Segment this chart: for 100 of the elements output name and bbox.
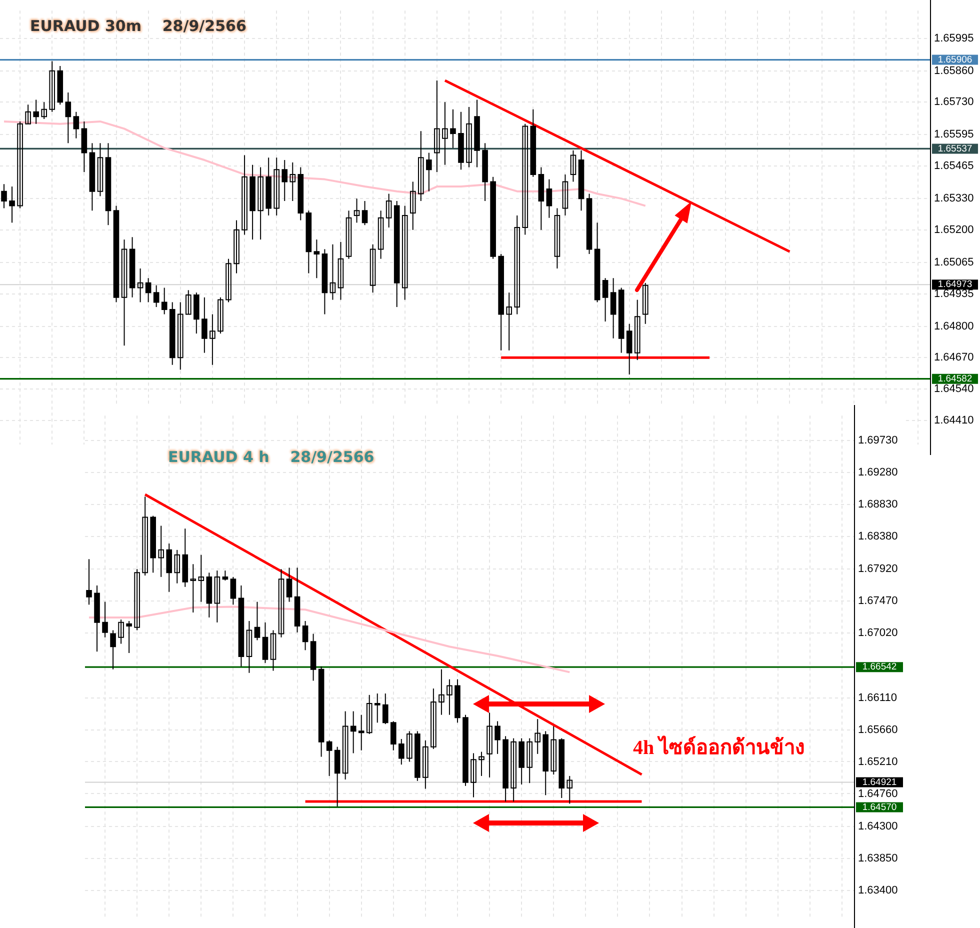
y-tick-label: 1.65660	[858, 724, 898, 736]
candlestick	[49, 60, 56, 112]
y-tick-label: 1.67020	[858, 627, 898, 640]
text: EURAUD 4 h 28/9/2566	[168, 448, 374, 466]
candlestick	[234, 220, 240, 274]
candlestick	[174, 549, 180, 584]
ref-line-label: 1.65537	[938, 143, 972, 154]
ref-line-label: 1.64582	[938, 373, 972, 384]
candlestick	[190, 564, 196, 613]
ref-line-label: 1.64921	[862, 776, 897, 788]
candlestick	[158, 525, 164, 578]
candlestick	[41, 102, 47, 120]
ref-line-label: 1.64570	[862, 802, 897, 813]
candlestick	[214, 570, 220, 623]
y-tick-label: 1.64410	[934, 414, 974, 426]
candlestick	[342, 710, 348, 780]
ref-line-label: 1.65906	[938, 54, 972, 66]
candlestick	[186, 290, 192, 315]
candlestick	[526, 738, 532, 784]
candlestick	[466, 106, 472, 168]
y-tick-label: 1.65860	[934, 64, 974, 77]
candlestick	[274, 157, 280, 216]
y-tick-label: 1.68380	[858, 530, 898, 542]
candlestick	[402, 205, 408, 300]
text: EURAUD 30m 28/9/2566	[30, 17, 246, 35]
candlestick	[470, 752, 476, 798]
y-tick-label: 1.65995	[934, 32, 974, 44]
candlestick	[137, 268, 144, 303]
candlestick	[478, 751, 484, 776]
candlestick	[486, 712, 492, 778]
candlestick	[366, 694, 372, 735]
candlestick	[514, 214, 520, 315]
ref-line-label: 1.64973	[938, 279, 972, 290]
candlestick	[246, 620, 252, 674]
candlestick	[534, 718, 540, 754]
candlestick	[226, 258, 232, 303]
candlestick	[378, 210, 384, 260]
y-tick-label: 1.67920	[858, 563, 898, 576]
candlestick	[634, 299, 640, 361]
candlestick	[218, 296, 224, 334]
candlestick	[338, 241, 344, 300]
candlestick	[562, 174, 568, 216]
y-tick-label: 1.69730	[858, 434, 898, 447]
y-tick-label: 1.63850	[858, 852, 898, 864]
candlestick	[270, 630, 276, 672]
candlestick	[142, 496, 148, 576]
y-tick-label: 1.65210	[858, 756, 898, 768]
candlestick	[198, 554, 204, 602]
candlestick	[330, 244, 336, 300]
y-tick-label: 1.68830	[858, 498, 898, 510]
candlestick	[506, 292, 512, 351]
y-tick-label: 1.64760	[858, 788, 898, 800]
candlestick	[17, 120, 23, 209]
candlestick	[418, 130, 424, 202]
y-tick-label: 1.63400	[858, 884, 898, 896]
candlestick	[290, 162, 296, 202]
candlestick	[25, 104, 31, 124]
candlestick	[434, 80, 440, 173]
y-tick-label: 1.64935	[934, 288, 974, 300]
y-tick-label: 1.69280	[858, 466, 898, 478]
candlestick	[442, 102, 448, 166]
y-tick-label: 1.64670	[934, 352, 974, 364]
candlestick	[134, 568, 140, 631]
candlestick	[446, 678, 452, 716]
candlestick	[346, 210, 352, 260]
ref-line-label: 1.66542	[862, 662, 897, 673]
candlestick	[370, 244, 376, 294]
y-tick-label: 1.64800	[934, 320, 974, 332]
y-tick-label: 1.65065	[934, 256, 974, 268]
candlestick	[118, 619, 124, 644]
candlestick	[410, 181, 416, 230]
y-tick-label: 1.65465	[934, 160, 974, 172]
candlestick	[570, 150, 576, 182]
candlestick	[258, 166, 264, 240]
candlestick	[550, 726, 557, 776]
y-tick-label: 1.65200	[934, 224, 974, 236]
annotation: 4h ไซด์ออกด้านข้าง	[633, 734, 806, 761]
y-tick-label: 1.66110	[858, 692, 897, 704]
y-tick-label: 1.65595	[934, 128, 974, 141]
candlestick	[121, 239, 128, 346]
candlestick	[242, 154, 248, 236]
candlestick	[406, 730, 412, 762]
candlestick	[386, 193, 392, 228]
candlestick	[642, 282, 648, 324]
candlestick	[177, 302, 184, 370]
candlestick	[522, 123, 528, 236]
candlestick	[438, 668, 444, 716]
y-tick-label: 1.64540	[934, 383, 974, 395]
candlestick	[210, 314, 216, 366]
y-tick-label: 1.65730	[934, 96, 974, 108]
candlestick	[422, 740, 428, 790]
candlestick	[510, 738, 516, 802]
candlestick	[566, 775, 573, 804]
y-tick-label: 1.67470	[858, 595, 898, 608]
candlestick	[278, 568, 284, 638]
candlestick	[354, 198, 360, 224]
candlestick	[97, 142, 104, 197]
candlestick	[554, 208, 560, 269]
candlestick	[430, 688, 436, 750]
y-tick-label: 1.64300	[858, 820, 898, 832]
